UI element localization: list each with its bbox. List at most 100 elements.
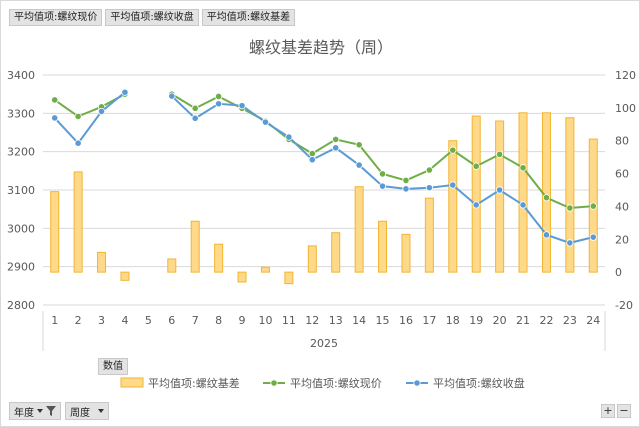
left-axis-tick-label: 3200	[7, 146, 35, 159]
field-chip-spot-price[interactable]: 平均值项:螺纹现价	[9, 9, 103, 26]
x-tick-label: 20	[493, 314, 507, 327]
expand-button[interactable]: +	[601, 404, 615, 418]
right-axis-tick-label: 0	[615, 266, 622, 279]
series-point	[449, 146, 457, 154]
basis-bar	[424, 197, 434, 273]
series-point	[425, 184, 433, 192]
series-point	[496, 186, 504, 194]
series-point	[402, 185, 410, 193]
series-point	[215, 100, 223, 108]
x-tick-label: 24	[586, 314, 600, 327]
left-axis-tick-label: 2800	[7, 299, 35, 312]
week-field-button[interactable]: 周度	[65, 402, 109, 420]
series-point	[191, 114, 199, 122]
left-axis-tick-label: 2900	[7, 261, 35, 274]
x-tick-label: 18	[446, 314, 460, 327]
basis-bar	[565, 117, 575, 273]
x-tick-label: 22	[539, 314, 553, 327]
basis-bar	[120, 271, 130, 281]
series-point	[472, 201, 480, 209]
basis-bar	[307, 245, 317, 273]
right-axis-tick-label: -20	[615, 299, 633, 312]
series-point	[589, 202, 597, 210]
legend-label: 平均值项:螺纹基差	[148, 376, 240, 390]
basis-bar	[97, 251, 107, 273]
series-point	[566, 239, 574, 247]
field-chip-close-price[interactable]: 平均值项:螺纹收盘	[105, 9, 199, 26]
series-point	[425, 166, 433, 174]
series-line	[53, 91, 126, 145]
basis-bar	[214, 243, 224, 273]
right-axis-tick-label: 60	[615, 168, 629, 181]
basis-bar	[260, 266, 270, 273]
week-field-label: 周度	[70, 407, 90, 419]
series-point	[168, 92, 176, 100]
values-field-chip[interactable]: 数值	[98, 358, 128, 375]
right-axis-tick-label: 40	[615, 200, 629, 213]
basis-bar	[331, 232, 341, 273]
right-axis-tick-label: 20	[615, 233, 629, 246]
field-chip-basis[interactable]: 平均值项:螺纹基差	[201, 9, 296, 26]
collapse-button[interactable]: −	[617, 404, 631, 418]
series-point	[449, 181, 457, 189]
chart-title: 螺纹基差趋势（周）	[249, 38, 393, 57]
x-tick-label: 1	[51, 314, 58, 327]
series-point	[402, 176, 410, 185]
series-point	[378, 170, 387, 178]
basis-bar	[541, 112, 551, 273]
x-tick-label: 13	[329, 314, 343, 327]
series-point	[97, 107, 106, 116]
series-point	[51, 96, 59, 104]
basis-bar	[167, 258, 177, 273]
basis-bar	[378, 220, 388, 273]
right-axis-tick-label: 120	[615, 69, 636, 82]
filter-icon	[46, 406, 56, 416]
chevron-down-icon	[37, 409, 43, 413]
series-point	[74, 112, 82, 121]
x-tick-label: 19	[469, 314, 483, 327]
basis-bar	[284, 271, 294, 285]
series-point	[215, 92, 223, 101]
series-point	[238, 102, 246, 110]
x-tick-label: 3	[98, 314, 105, 327]
legend-label: 平均值项:螺纹收盘	[433, 376, 525, 390]
right-axis-tick-label: 80	[615, 135, 629, 148]
x-tick-label: 11	[282, 314, 296, 327]
left-axis-tick-label: 3400	[7, 69, 35, 82]
x-tick-label: 2	[75, 314, 82, 327]
x-tick-label: 8	[215, 314, 222, 327]
basis-bar	[518, 112, 528, 273]
legend-swatch-marker	[270, 379, 278, 387]
field-chip-bar: 平均值项:螺纹现价 平均值项:螺纹收盘 平均值项:螺纹基差	[9, 9, 296, 26]
series-point	[542, 231, 551, 239]
x-tick-label: 6	[168, 314, 175, 327]
series-point	[519, 164, 527, 172]
x-group-label: 2025	[310, 337, 338, 350]
basis-bar	[50, 191, 60, 273]
series-point	[261, 118, 270, 126]
series-point	[308, 149, 316, 158]
legend-swatch-bar	[120, 377, 144, 388]
series-point	[308, 156, 316, 164]
basis-bar	[401, 233, 411, 273]
basis-bar	[73, 171, 83, 273]
series-point	[542, 194, 551, 202]
series-point	[519, 201, 527, 209]
basis-bar	[354, 186, 364, 273]
series-point	[589, 233, 597, 241]
basis-bar	[495, 120, 505, 273]
series-point	[378, 182, 387, 190]
legend-swatch-marker	[413, 379, 421, 387]
x-tick-label: 16	[399, 314, 413, 327]
x-tick-label: 9	[239, 314, 246, 327]
basis-bar	[190, 220, 200, 273]
series-line	[54, 93, 126, 118]
x-tick-label: 15	[376, 314, 390, 327]
zoom-controls: + −	[601, 404, 631, 418]
series-point	[332, 135, 340, 143]
x-tick-label: 14	[352, 314, 366, 327]
left-axis-tick-label: 3100	[7, 184, 35, 197]
year-field-button[interactable]: 年度	[9, 402, 61, 420]
